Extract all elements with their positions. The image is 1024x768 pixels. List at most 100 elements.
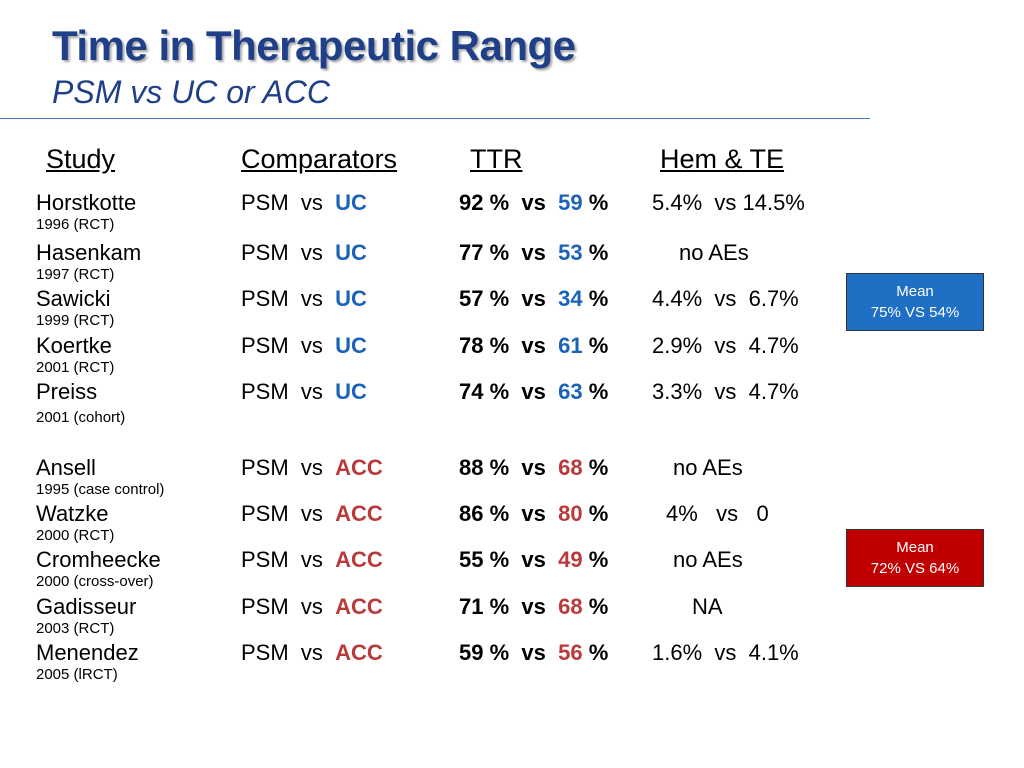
ttr-percent: % bbox=[588, 240, 609, 265]
comparator: PSM vs ACC bbox=[241, 640, 383, 666]
table-row: Ansell 1995 (case control) PSM vs ACC 88… bbox=[0, 455, 1024, 501]
psm-label: PSM vs bbox=[241, 594, 323, 619]
ttr-psm: 57 % vs bbox=[459, 286, 546, 311]
study-name: Hasenkam bbox=[36, 240, 142, 265]
ttr-comparator: 34 bbox=[558, 286, 583, 311]
ttr-psm: 71 % vs bbox=[459, 594, 546, 619]
ttr-value: 88 % vs 68 % bbox=[459, 455, 608, 481]
psm-label: PSM vs bbox=[241, 640, 323, 665]
ttr-comparator: 53 bbox=[558, 240, 583, 265]
study-year-design: 2000 (RCT) bbox=[36, 527, 115, 544]
ttr-percent: % bbox=[588, 455, 609, 480]
ttr-percent: % bbox=[588, 286, 609, 311]
study-year-design: 2005 (lRCT) bbox=[36, 666, 118, 683]
hem-te-value: NA bbox=[692, 594, 723, 619]
comparator-acc: ACC bbox=[335, 501, 383, 526]
comparator: PSM vs UC bbox=[241, 190, 367, 216]
header-comparators: Comparators bbox=[241, 144, 398, 174]
table-row: Menendez 2005 (lRCT) PSM vs ACC 59 % vs … bbox=[0, 640, 1024, 686]
ttr-psm: 86 % vs bbox=[459, 501, 546, 526]
table-row: Sawicki 1999 (RCT) PSM vs UC 57 % vs 34 … bbox=[0, 286, 1024, 332]
table-row: Watzke 2000 (RCT) PSM vs ACC 86 % vs 80 … bbox=[0, 501, 1024, 547]
header-ttr: TTR bbox=[470, 144, 523, 174]
ttr-value: 59 % vs 56 % bbox=[459, 640, 608, 666]
comparator: PSM vs ACC bbox=[241, 501, 383, 527]
psm-label: PSM vs bbox=[241, 286, 323, 311]
header-hem-te: Hem & TE bbox=[660, 144, 785, 174]
table-row: Hasenkam 1997 (RCT) PSM vs UC 77 % vs 53… bbox=[0, 240, 1024, 286]
ttr-comparator: 63 bbox=[558, 379, 583, 404]
ttr-percent: % bbox=[588, 333, 609, 358]
comparator-acc: ACC bbox=[335, 594, 383, 619]
mean-uc-label: Mean bbox=[896, 283, 934, 300]
mean-uc-box: Mean 75% VS 54% bbox=[846, 273, 984, 331]
table-row: Koertke 2001 (RCT) PSM vs UC 78 % vs 61 … bbox=[0, 333, 1024, 379]
comparator: PSM vs ACC bbox=[241, 455, 383, 481]
ttr-value: 55 % vs 49 % bbox=[459, 547, 608, 573]
ttr-percent: % bbox=[588, 640, 609, 665]
comparator-uc: UC bbox=[335, 333, 367, 358]
comparator: PSM vs ACC bbox=[241, 594, 383, 620]
comparator-uc: UC bbox=[335, 286, 367, 311]
header-study: Study bbox=[46, 144, 116, 174]
study-year-design: 1996 (RCT) bbox=[36, 216, 115, 233]
comparator: PSM vs UC bbox=[241, 333, 367, 359]
psm-label: PSM vs bbox=[241, 190, 323, 215]
study-year-design: 2000 (cross-over) bbox=[36, 573, 154, 590]
mean-acc-box: Mean 72% VS 64% bbox=[846, 529, 984, 587]
ttr-value: 92 % vs 59 % bbox=[459, 190, 608, 216]
slide-title: Time in Therapeutic Range bbox=[52, 22, 576, 69]
ttr-percent: % bbox=[588, 379, 609, 404]
comparator-uc: UC bbox=[335, 190, 367, 215]
comparator: PSM vs UC bbox=[241, 286, 367, 312]
study-name: Ansell bbox=[36, 455, 96, 480]
psm-label: PSM vs bbox=[241, 501, 323, 526]
comparator: PSM vs UC bbox=[241, 379, 367, 405]
hem-te-value: 3.3% vs 4.7% bbox=[652, 379, 799, 404]
study-year-design: 1997 (RCT) bbox=[36, 266, 115, 283]
ttr-value: 77 % vs 53 % bbox=[459, 240, 608, 266]
ttr-comparator: 68 bbox=[558, 455, 583, 480]
ttr-value: 86 % vs 80 % bbox=[459, 501, 608, 527]
ttr-comparator: 80 bbox=[558, 501, 583, 526]
ttr-comparator: 59 bbox=[558, 190, 583, 215]
mean-acc-values: 72% VS 64% bbox=[870, 560, 960, 577]
ttr-percent: % bbox=[588, 594, 609, 619]
ttr-psm: 92 % vs bbox=[459, 190, 546, 215]
hem-te-value: no AEs bbox=[679, 240, 749, 265]
psm-label: PSM vs bbox=[241, 455, 323, 480]
ttr-comparator: 61 bbox=[558, 333, 583, 358]
ttr-psm: 59 % vs bbox=[459, 640, 546, 665]
comparator-uc: UC bbox=[335, 240, 367, 265]
study-name: Cromheecke bbox=[36, 547, 161, 572]
mean-uc-values: 75% VS 54% bbox=[870, 304, 960, 321]
ttr-psm: 77 % vs bbox=[459, 240, 546, 265]
study-name: Sawicki bbox=[36, 286, 111, 311]
table-row: Gadisseur 2003 (RCT) PSM vs ACC 71 % vs … bbox=[0, 594, 1024, 640]
study-name: Watzke bbox=[36, 501, 109, 526]
study-name: Preiss bbox=[36, 379, 98, 404]
comparator-uc: UC bbox=[335, 379, 367, 404]
comparator-acc: ACC bbox=[335, 455, 383, 480]
study-year-design: 2001 (cohort) bbox=[36, 409, 126, 426]
study-name: Menendez bbox=[36, 640, 139, 665]
study-name: Gadisseur bbox=[36, 594, 137, 619]
study-year-design: 2003 (RCT) bbox=[36, 620, 115, 637]
study-name: Koertke bbox=[36, 333, 112, 358]
psm-label: PSM vs bbox=[241, 379, 323, 404]
ttr-psm: 78 % vs bbox=[459, 333, 546, 358]
ttr-psm: 74 % vs bbox=[459, 379, 546, 404]
mean-acc-label: Mean bbox=[896, 539, 934, 556]
slide-subtitle: PSM vs UC or ACC bbox=[52, 74, 330, 110]
ttr-value: 78 % vs 61 % bbox=[459, 333, 608, 359]
hem-te-value: 4% vs 0 bbox=[666, 501, 769, 526]
study-name: Horstkotte bbox=[36, 190, 137, 215]
ttr-psm: 88 % vs bbox=[459, 455, 546, 480]
study-year-design: 1995 (case control) bbox=[36, 481, 165, 498]
ttr-percent: % bbox=[588, 547, 609, 572]
comparator: PSM vs ACC bbox=[241, 547, 383, 573]
ttr-comparator: 56 bbox=[558, 640, 583, 665]
ttr-value: 74 % vs 63 % bbox=[459, 379, 608, 405]
title-divider bbox=[0, 118, 870, 119]
psm-label: PSM vs bbox=[241, 240, 323, 265]
